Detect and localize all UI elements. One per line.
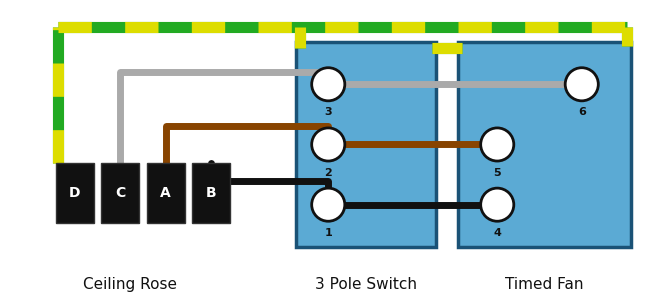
Text: 1: 1 [324, 228, 332, 238]
Text: 5: 5 [493, 168, 501, 178]
Text: Ceiling Rose: Ceiling Rose [83, 277, 177, 292]
Text: D: D [69, 186, 81, 200]
Text: 3 Pole Switch: 3 Pole Switch [315, 277, 417, 292]
Bar [458, 42, 630, 247]
Circle shape [481, 188, 514, 221]
Bar [101, 163, 139, 223]
Text: Timed Fan: Timed Fan [505, 277, 584, 292]
Bar [147, 163, 185, 223]
Text: 6: 6 [578, 107, 586, 117]
Text: 4: 4 [493, 228, 501, 238]
Circle shape [312, 188, 344, 221]
Text: C: C [115, 186, 125, 200]
Text: B: B [206, 186, 216, 200]
Bar [56, 163, 94, 223]
Circle shape [312, 68, 344, 101]
Text: A: A [161, 186, 171, 200]
Text: 2: 2 [324, 168, 332, 178]
Circle shape [566, 68, 598, 101]
Circle shape [312, 128, 344, 161]
Bar [296, 42, 436, 247]
Bar [192, 163, 230, 223]
Circle shape [481, 128, 514, 161]
Text: 3: 3 [324, 107, 332, 117]
